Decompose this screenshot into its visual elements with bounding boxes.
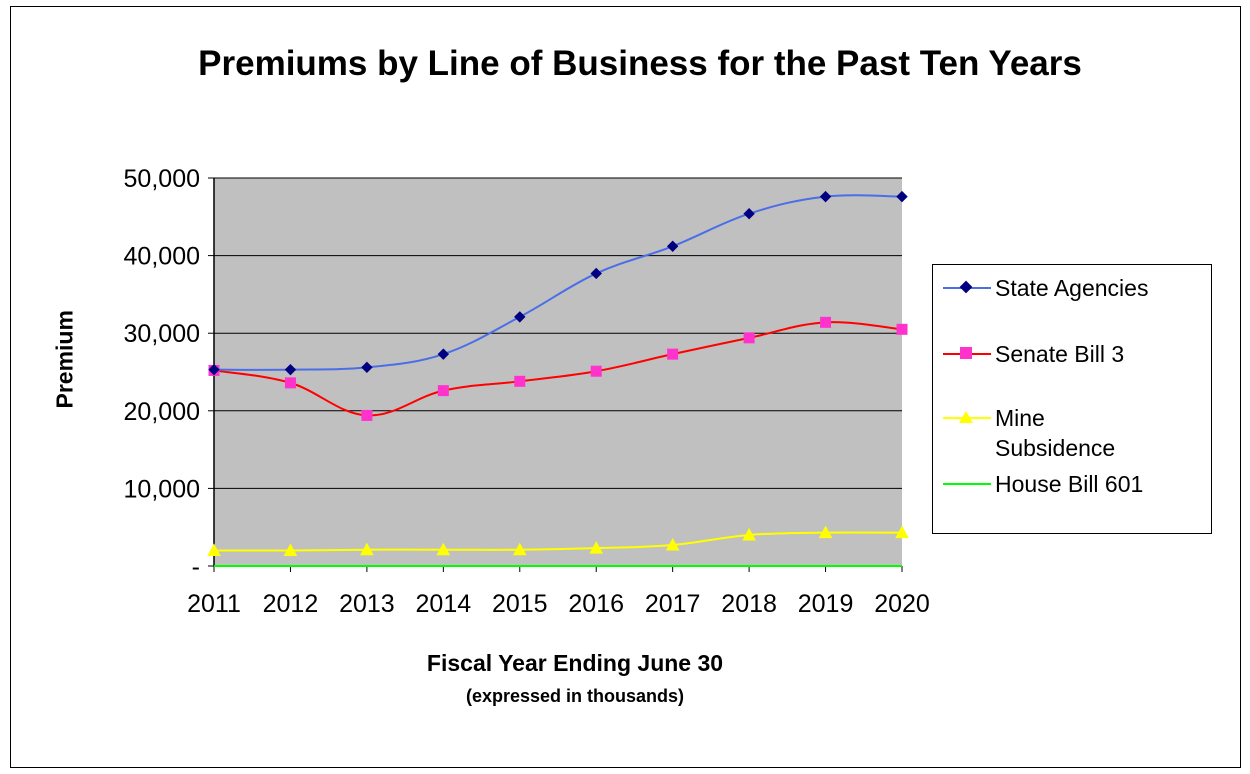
chart-legend: State Agencies Senate Bill 3 Mine Subsidenc… — [932, 264, 1212, 534]
plot-area — [214, 178, 902, 566]
series-3-point — [665, 538, 680, 551]
series-2-point — [590, 365, 602, 377]
legend-marker — [959, 411, 973, 423]
series-2-point — [361, 409, 373, 421]
x-axis-label: Fiscal Year Ending June 30 — [426, 650, 724, 676]
y-tick-label: 20,000 — [124, 398, 200, 426]
x-tick-label: 2012 — [263, 590, 319, 618]
series-3-point — [512, 542, 527, 556]
legend-label-line: Senate Bill 3 — [995, 341, 1125, 367]
legend-label: Mine Subsidence — [995, 403, 1205, 463]
x-tick-label: 2013 — [339, 590, 395, 618]
series-3-point — [742, 527, 756, 541]
series-1-point — [743, 207, 755, 220]
series-1-point — [284, 363, 297, 376]
y-tick-label: 10,000 — [124, 475, 200, 503]
series-1-point — [514, 311, 526, 323]
series-1-point — [666, 240, 679, 252]
series-3-point — [436, 542, 451, 556]
x-tick-label: 2016 — [568, 590, 624, 618]
legend-marker — [960, 347, 972, 359]
series-3-point — [360, 542, 374, 556]
series-1-point — [437, 348, 450, 360]
series-1-point — [590, 267, 602, 280]
series-3-point — [818, 525, 833, 539]
x-tick-label: 2019 — [798, 590, 854, 618]
legend-label-line: Mine — [995, 405, 1045, 431]
legend-label-line: House Bill 601 — [995, 471, 1144, 497]
series-2-point — [743, 332, 755, 344]
x-axis-sublabel: (expressed in thousands) — [465, 686, 685, 706]
series-line-2 — [213, 321, 903, 417]
series-3-point — [895, 525, 909, 539]
legend-label-line: State Agencies — [995, 275, 1149, 301]
series-3-point — [283, 543, 298, 556]
legend-marker — [959, 280, 973, 294]
legend-line — [943, 483, 991, 485]
series-3-point — [207, 543, 221, 556]
legend-label: House Bill 601 — [995, 469, 1205, 499]
series-2-point — [437, 385, 449, 397]
legend-label-line: Subsidence — [995, 435, 1116, 461]
series-2-point — [820, 316, 832, 328]
y-tick-label: 40,000 — [124, 243, 200, 271]
chart-title: Premiums by Line of Business for the Pas… — [198, 44, 1082, 83]
x-tick-label: 2015 — [492, 590, 548, 618]
legend-label: Senate Bill 3 — [995, 339, 1205, 369]
x-tick-label: 2018 — [721, 590, 777, 618]
series-2-point — [896, 323, 908, 335]
legend-label: State Agencies — [995, 273, 1205, 303]
series-2-point — [514, 375, 526, 387]
x-tick-label: 2020 — [874, 590, 930, 618]
series-3-point — [589, 541, 604, 554]
series-1-point — [896, 190, 908, 203]
series-1-point — [361, 361, 373, 374]
y-tick-label: 30,000 — [124, 320, 200, 348]
series-line-1 — [213, 194, 903, 371]
y-tick-label: 50,000 — [124, 165, 200, 193]
x-tick-label: 2017 — [645, 590, 701, 618]
series-1-point — [819, 190, 832, 203]
series-1-point — [208, 363, 220, 376]
series-2-point — [667, 348, 679, 360]
series-line-3 — [213, 531, 903, 552]
y-tick-label: - — [192, 553, 200, 581]
y-axis-label: Premium — [51, 310, 78, 409]
x-tick-label: 2014 — [416, 590, 472, 618]
series-2-point — [284, 377, 296, 389]
x-tick-label: 2011 — [187, 590, 241, 618]
